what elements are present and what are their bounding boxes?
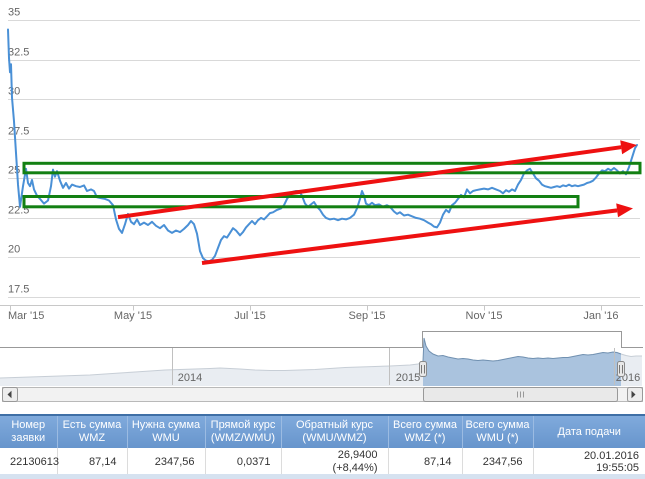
- col-header-order-number[interactable]: Номер заявки: [0, 414, 57, 448]
- x-axis-label: Nov '15: [466, 310, 503, 322]
- navigator-mask-right-line: [620, 353, 642, 358]
- x-axis-label: May '15: [114, 310, 152, 322]
- date-value: 20.01.2016: [583, 450, 639, 462]
- y-axis-label: 20: [8, 244, 20, 256]
- lower-trend-arrow: [201, 208, 618, 265]
- cell-total-wmz: 87,14: [387, 448, 462, 477]
- x-axis-label: Sep '15: [349, 310, 386, 322]
- upper-trend-arrow-head: [620, 140, 637, 155]
- lower-trend-arrow-head: [616, 203, 633, 218]
- cell-wmu-amount: 2347,56: [126, 448, 205, 477]
- cell-order-number: 22130613: [0, 448, 59, 477]
- navigator-selected-area-line: [422, 337, 622, 362]
- col-header-reverse-rate[interactable]: Обратный курс (WMU/WMZ): [280, 414, 388, 448]
- navigator-mask-left-line: [0, 360, 424, 379]
- navigator-handle-right[interactable]: [617, 361, 625, 377]
- right-arrow-icon: [631, 390, 636, 399]
- navigator-mask-left: [0, 361, 423, 386]
- series-line: [7, 28, 638, 263]
- col-header-wmu-amount[interactable]: Нужна сумма WMU: [126, 414, 205, 448]
- cell-reverse-rate: 26,9400 (+8,44%): [280, 448, 388, 477]
- navigator-year-label: 2014: [178, 372, 202, 384]
- upper-channel-box: [22, 161, 642, 175]
- cell-direct-rate: 0,0371: [204, 448, 281, 477]
- cell-wmz-amount: 87,14: [56, 448, 127, 477]
- col-header-date[interactable]: Дата подачи: [532, 414, 645, 448]
- col-header-wmz-amount[interactable]: Есть сумма WMZ: [56, 414, 127, 448]
- y-axis-label: 17.5: [8, 284, 29, 296]
- upper-trend-arrow: [117, 145, 622, 220]
- navigator-year-label: 2015: [396, 372, 420, 384]
- cell-date: 20.01.2016 19:55:05: [532, 448, 645, 477]
- y-axis-label: 32.5: [8, 47, 29, 59]
- cell-total-wmu: 2347,56: [461, 448, 533, 477]
- lower-channel-box: [22, 195, 580, 209]
- col-header-total-wmu[interactable]: Всего сумма WMU (*): [461, 414, 533, 448]
- y-axis-label: 35: [8, 7, 20, 19]
- orders-table: Номер заявки Есть сумма WMZ Нужна сумма WMU…: [0, 414, 645, 477]
- y-axis-label: 27.5: [8, 126, 29, 138]
- x-axis-label: Mar '15: [8, 310, 44, 322]
- navigator-mask-right: [621, 354, 642, 386]
- x-axis-label: Jul '15: [234, 310, 265, 322]
- table-row: 22130613 87,14 2347,56 0,0371 26,9400 (+…: [0, 448, 645, 477]
- next-row-strip: [0, 474, 645, 479]
- y-axis-label: 30: [8, 86, 20, 98]
- x-axis-label: Jan '16: [583, 310, 618, 322]
- left-arrow-icon: [7, 390, 12, 399]
- y-axis-label: 25: [8, 165, 20, 177]
- col-header-total-wmz[interactable]: Всего сумма WMZ (*): [387, 414, 462, 448]
- navigator-handle-left[interactable]: [419, 361, 427, 377]
- navigator-outline: [0, 331, 643, 348]
- col-header-direct-rate[interactable]: Прямой курс (WMZ/WMU): [204, 414, 281, 448]
- table-header-row: Номер заявки Есть сумма WMZ Нужна сумма WMU…: [0, 414, 645, 448]
- navigator-selected-area[interactable]: [423, 338, 621, 386]
- time-value: 19:55:05: [596, 462, 639, 474]
